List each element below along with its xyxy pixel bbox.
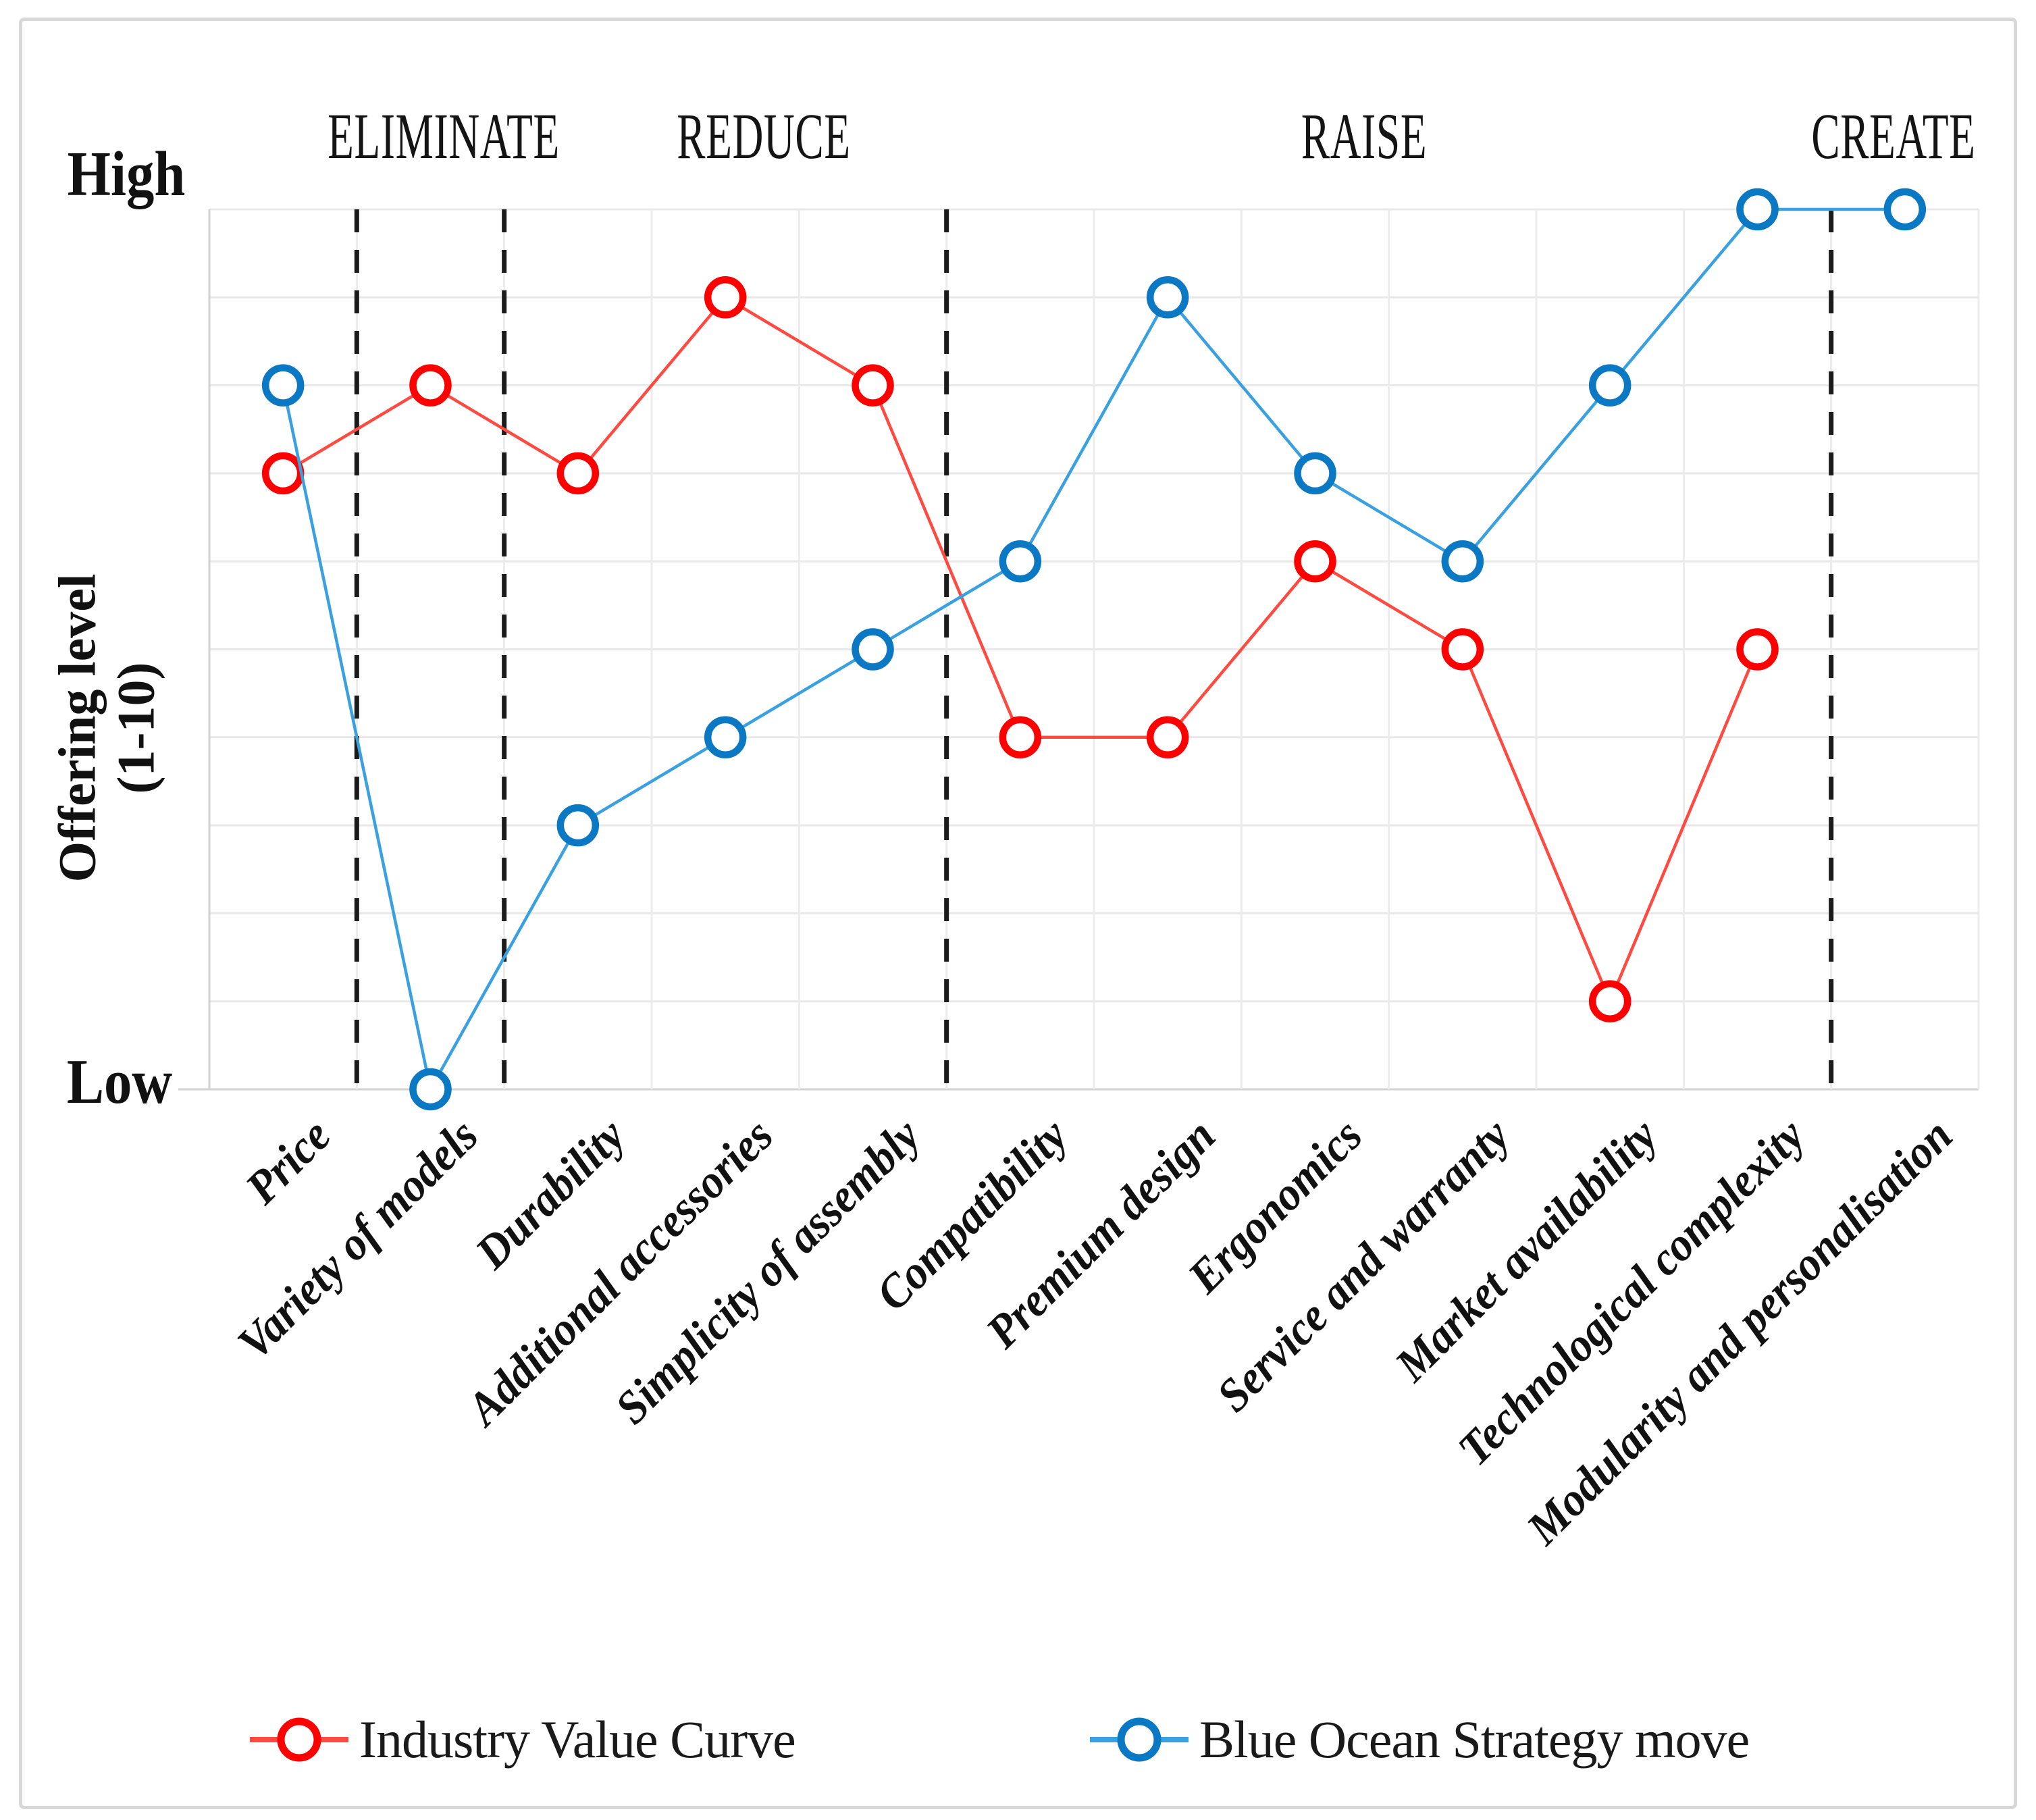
section-label-create: CREATE — [1811, 100, 1976, 172]
y-axis-high-label: High — [67, 139, 186, 209]
blue-ocean-strategy-marker — [556, 804, 600, 847]
value-curve-chart — [178, 188, 1980, 1111]
industry-value-curve-marker — [999, 716, 1042, 759]
legend-label: Industry Value Curve — [359, 1710, 796, 1769]
blue-ocean-strategy-marker — [704, 716, 747, 759]
section-label-eliminate: ELIMINATE — [328, 100, 560, 172]
industry-value-curve-marker — [1588, 980, 1632, 1022]
industry-value-curve-marker — [1146, 716, 1189, 759]
industry-value-curve-marker — [556, 452, 600, 495]
blue-ocean-strategy-marker — [1883, 188, 1927, 231]
blue-ocean-strategy-marker — [999, 540, 1042, 583]
industry-value-curve-marker — [704, 276, 747, 319]
blue-ocean-strategy-marker — [852, 628, 894, 671]
industry-value-curve-marker — [1294, 540, 1336, 583]
blue-ocean-strategy-marker — [1441, 540, 1484, 583]
blue-ocean-strategy-marker — [1146, 276, 1189, 319]
legend-marker-blue-icon — [1090, 1717, 1189, 1762]
category-label-price: Price — [236, 1109, 341, 1214]
blue-ocean-strategy-marker — [1294, 452, 1336, 495]
y-axis-title-line1: Offering level — [47, 573, 107, 883]
blue-ocean-strategy-marker — [1736, 188, 1779, 231]
legend-marker-red-icon — [250, 1717, 348, 1762]
industry-value-curve-marker — [852, 364, 894, 407]
chart-legend: Industry Value Curve Blue Ocean Strategy… — [0, 1692, 2036, 1787]
y-axis-title: Offering level (1-10) — [48, 574, 166, 883]
section-label-raise: RAISE — [1301, 100, 1428, 172]
blue-ocean-strategy-line — [281, 207, 1905, 1094]
section-label-reduce: REDUCE — [677, 100, 851, 172]
blue-ocean-strategy-marker — [409, 1068, 452, 1111]
category-label-market-availability: Market availability — [1385, 1109, 1668, 1392]
legend-label: Blue Ocean Strategy move — [1199, 1710, 1750, 1769]
industry-value-curve-marker — [409, 364, 452, 407]
y-axis-low-label: Low — [66, 1047, 173, 1117]
industry-value-curve-marker — [1441, 628, 1484, 671]
blue-ocean-strategy-marker — [1588, 364, 1632, 407]
industry-value-curve-marker — [1736, 628, 1779, 671]
blue-ocean-strategy-marker — [261, 364, 305, 407]
industry-value-curve-marker — [261, 452, 305, 495]
y-axis-title-line2: (1-10) — [107, 662, 165, 794]
legend-item-industry-value-curve: Industry Value Curve — [249, 1692, 796, 1787]
legend-item-blue-ocean-strategy-move: Blue Ocean Strategy move — [1089, 1692, 1750, 1787]
